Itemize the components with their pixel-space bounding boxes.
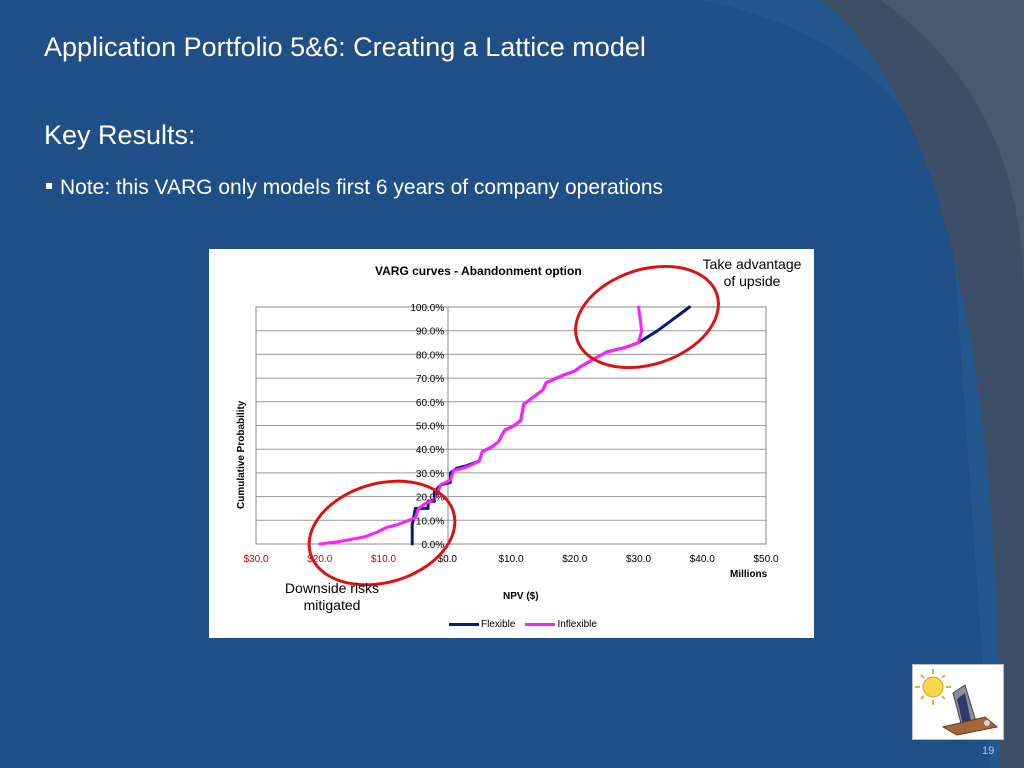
x-tick-label-0: $30.0 xyxy=(243,554,268,565)
y-tick-label-7: 70.0% xyxy=(416,374,444,385)
y-tick-label-1: 10.0% xyxy=(416,516,444,527)
page-number: 19 xyxy=(982,745,995,757)
legend-label-inflexible: Inflexible xyxy=(557,619,597,630)
x-tick-labels: $30.0 $20.0 $10.0 $0.0 $10.0 $20.0 $30.0 $40.0 $… xyxy=(243,554,778,565)
varg-chart: 0.0% 10.0% 20.0% 30.0% 40.0% 50.0% 60.0% 70.0% 8… xyxy=(243,303,778,565)
legend-swatch-inflexible xyxy=(525,623,556,626)
balance-scale-sun-icon xyxy=(912,664,1004,740)
y-tick-label-8: 80.0% xyxy=(416,350,444,361)
chart-title: VARG curves - Abandonment option xyxy=(375,264,582,278)
series-lines xyxy=(318,305,691,546)
y-tick-label-10: 100.0% xyxy=(410,303,444,314)
y-tick-label-2: 20.0% xyxy=(416,493,444,504)
callout-downside: Downside risks mitigated xyxy=(284,580,380,613)
bullet-square-icon xyxy=(46,183,52,190)
legend-swatch-flexible xyxy=(449,623,479,626)
x-tick-label-8: $50.0 xyxy=(753,554,778,565)
legend-entry-flexible: Flexible xyxy=(449,619,515,630)
y-tick-label-3: 30.0% xyxy=(416,469,444,480)
chart-panel: 0.0% 10.0% 20.0% 30.0% 40.0% 50.0% 60.0% 70.0% 8… xyxy=(209,249,814,638)
y-tick-label-0: 0.0% xyxy=(421,540,444,551)
slide-subtitle: Key Results: xyxy=(44,120,196,150)
x-tick-label-1: $20.0 xyxy=(307,554,332,565)
bullet-item: Note: this VARG only models first 6 year… xyxy=(46,176,663,200)
x-axis-units: Millions xyxy=(730,569,768,580)
slide-title: Application Portfolio 5&6: Creating a La… xyxy=(44,32,646,62)
plot-area-border xyxy=(255,306,767,545)
x-tick-label-2: $10.0 xyxy=(371,554,396,565)
series-line-inflexible xyxy=(318,305,644,546)
x-tick-label-7: $40.0 xyxy=(690,554,715,565)
y-axis-label: Cumulative Probability xyxy=(236,400,247,509)
y-tick-label-6: 60.0% xyxy=(416,398,444,409)
y-tick-label-5: 50.0% xyxy=(416,422,444,433)
x-tick-label-3: $0.0 xyxy=(438,554,458,565)
callout-upside: Take advantage of upside xyxy=(702,256,802,289)
bullet-text: Note: this VARG only models first 6 year… xyxy=(60,176,664,199)
x-axis-label: NPV ($) xyxy=(503,591,539,602)
legend-entry-inflexible: Inflexible xyxy=(525,619,597,630)
y-tick-label-9: 90.0% xyxy=(416,327,444,338)
y-tick-label-4: 40.0% xyxy=(416,445,444,456)
x-tick-label-6: $30.0 xyxy=(626,554,651,565)
x-tick-label-5: $20.0 xyxy=(562,554,587,565)
y-tick-labels: 0.0% 10.0% 20.0% 30.0% 40.0% 50.0% 60.0% 70.0% 8… xyxy=(410,303,444,551)
chart-legend: Flexible Inflexible xyxy=(449,619,607,630)
x-tick-label-4: $10.0 xyxy=(498,554,523,565)
legend-label-flexible: Flexible xyxy=(481,619,516,630)
